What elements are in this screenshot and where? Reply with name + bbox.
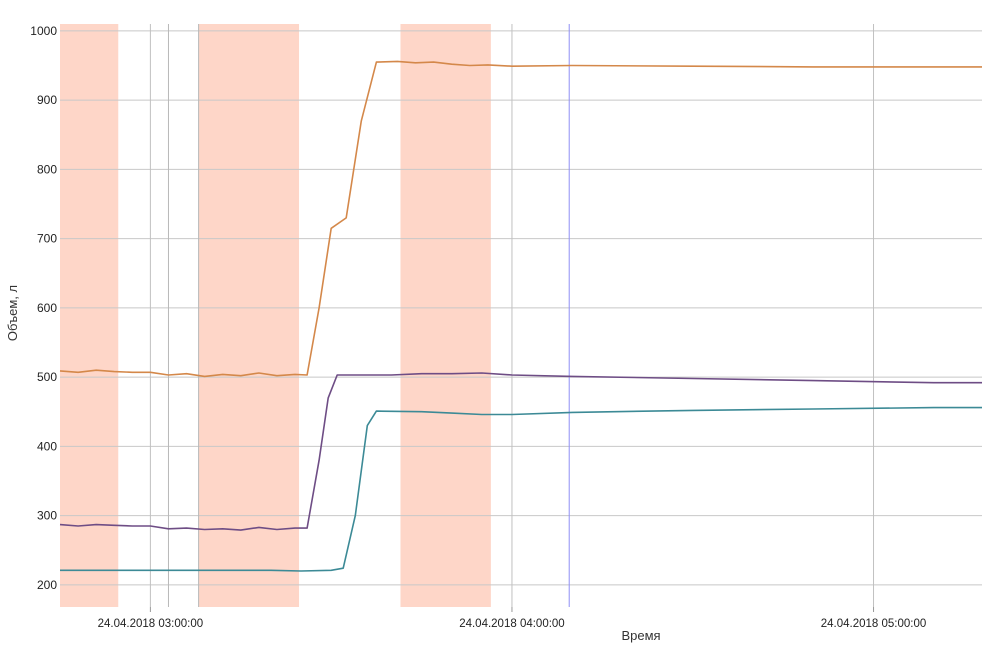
y-axis-ticks: 200 300 400 500 600 700 800 900 1000 (30, 24, 57, 592)
y-tick-label: 200 (37, 578, 57, 592)
highlight-band-2 (198, 24, 300, 607)
series-line-1 (59, 60, 982, 378)
highlight-bands (60, 24, 491, 607)
y-tick-label: 700 (37, 232, 57, 246)
x-tick-label: 24.04.2018 04:00:00 (459, 618, 565, 630)
series-line-3 (60, 406, 982, 572)
y-tick-label: 900 (37, 93, 57, 107)
y-axis-label: Объем, л (5, 285, 20, 341)
series-lines (59, 60, 982, 572)
y-tick-label: 400 (37, 439, 57, 453)
grid-lines (60, 24, 982, 612)
x-axis-label: Время (621, 628, 660, 643)
y-tick-label: 800 (37, 162, 57, 176)
highlight-band-1 (60, 24, 119, 607)
series-line-2 (59, 372, 982, 531)
y-tick-label: 600 (37, 301, 57, 315)
highlight-band-3 (400, 24, 491, 607)
y-tick-label: 1000 (30, 24, 57, 38)
y-tick-label: 300 (37, 509, 57, 523)
marker-lines (167, 24, 570, 607)
x-tick-label: 24.04.2018 05:00:00 (821, 618, 927, 630)
x-tick-label: 24.04.2018 03:00:00 (98, 618, 204, 630)
x-axis-ticks: 24.04.2018 03:00:00 24.04.2018 04:00:00 24… (98, 618, 927, 630)
y-tick-label: 500 (37, 370, 57, 384)
